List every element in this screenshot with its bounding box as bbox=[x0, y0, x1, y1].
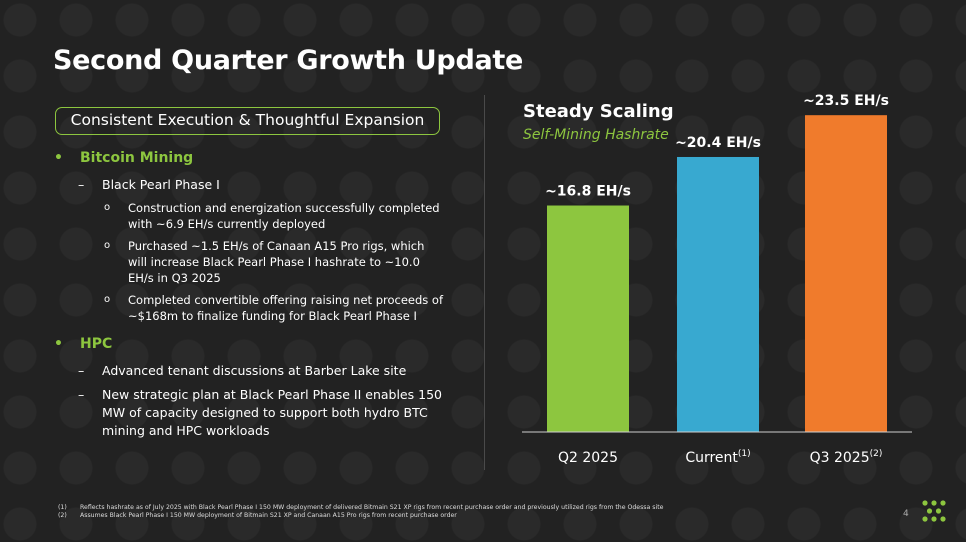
category-label-2: Current(1) bbox=[685, 449, 750, 466]
bar-3 bbox=[805, 115, 887, 433]
circle-bullet-icon: o bbox=[104, 202, 111, 213]
category-label-3: Q3 2025(2) bbox=[810, 449, 883, 466]
page-number: 4 bbox=[903, 509, 909, 519]
footnotes: (1) Reflects hashrate as of July 2025 wi… bbox=[58, 504, 663, 520]
company-logo-icon bbox=[922, 500, 946, 522]
section-pill: Consistent Execution & Thoughtful Expans… bbox=[55, 107, 440, 135]
circle-bullet-icon: o bbox=[104, 240, 111, 251]
sub-bullet-item: o Construction and energization successf… bbox=[104, 201, 440, 231]
bullet-list: • Bitcoin Mining – Black Pearl Phase I o… bbox=[52, 150, 447, 446]
chart-subtitle: Self-Mining Hashrate bbox=[523, 127, 669, 143]
bar-1 bbox=[547, 205, 629, 432]
bullet-dot-icon: • bbox=[54, 336, 63, 352]
data-label-3: ~23.5 EH/s bbox=[803, 93, 889, 109]
dash-icon: – bbox=[78, 387, 85, 402]
dash-icon: – bbox=[78, 363, 85, 378]
footnote-1: (1) Reflects hashrate as of July 2025 wi… bbox=[58, 504, 664, 511]
circle-bullet-icon: o bbox=[104, 294, 111, 305]
bullet-heading-hpc: • HPC bbox=[54, 336, 113, 352]
category-label-1: Q2 2025 bbox=[558, 450, 618, 466]
sub-bullet-item: o Completed convertible offering raising… bbox=[104, 293, 444, 323]
footnote-marker: (2) bbox=[870, 449, 883, 459]
footnote-marker: (1) bbox=[738, 449, 751, 459]
data-label-1: ~16.8 EH/s bbox=[545, 184, 631, 200]
vertical-divider bbox=[484, 95, 485, 470]
bullet-item: – New strategic plan at Black Pearl Phas… bbox=[78, 387, 442, 438]
chart-title: Steady Scaling bbox=[523, 101, 674, 122]
bullet-heading-bitcoin-mining: • Bitcoin Mining bbox=[54, 150, 194, 166]
bar-2 bbox=[677, 156, 759, 432]
dash-icon: – bbox=[78, 177, 85, 192]
bullet-dot-icon: • bbox=[54, 150, 63, 166]
bullet-item: – Advanced tenant discussions at Barber … bbox=[78, 363, 407, 378]
data-label-2: ~20.4 EH/s bbox=[675, 135, 761, 151]
sub-bullet-item: o Purchased ~1.5 EH/s of Canaan A15 Pro … bbox=[104, 239, 425, 285]
footnote-2: (2) Assumes Black Pearl Phase I 150 MW d… bbox=[58, 512, 457, 519]
bullet-item: – Black Pearl Phase I bbox=[78, 177, 220, 192]
page-title: Second Quarter Growth Update bbox=[53, 45, 524, 76]
